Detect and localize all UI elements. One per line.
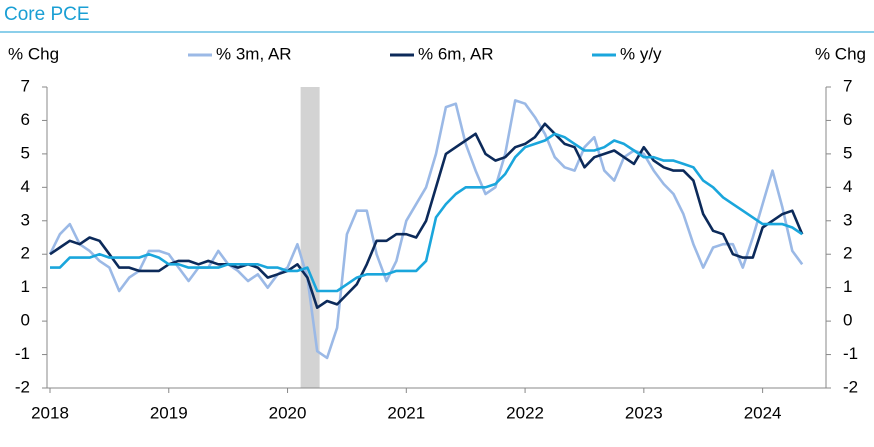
y-tick-label: 4	[21, 177, 30, 196]
chart-title: Core PCE	[4, 4, 90, 25]
series-line	[49, 122, 804, 309]
y2-tick-label: 2	[843, 244, 852, 263]
x-tick-label: 2018	[31, 403, 69, 422]
legend-label: % 3m, AR	[216, 44, 292, 63]
x-tick-label: 2019	[150, 403, 188, 422]
y2-tick-label: -1	[843, 344, 858, 363]
shaded-period	[300, 87, 320, 388]
y2-tick-label: 6	[843, 110, 852, 129]
y-tick-label: -1	[15, 344, 30, 363]
x-tick-label: 2021	[387, 403, 425, 422]
y-tick-label: 5	[21, 143, 30, 162]
y2-tick-label: 3	[843, 210, 852, 229]
y-tick-label: -2	[15, 377, 30, 396]
y-tick-label: 3	[21, 210, 30, 229]
y-axis-label: % Chg	[8, 44, 59, 63]
y-tick-label: 0	[21, 311, 30, 330]
y2-axis-label: % Chg	[815, 44, 866, 63]
x-tick-label: 2024	[744, 403, 782, 422]
y2-tick-label: -2	[843, 377, 858, 396]
legend-label: % y/y	[620, 44, 662, 63]
series-line	[50, 132, 803, 293]
y-tick-label: 7	[21, 76, 30, 95]
y2-tick-label: 5	[843, 143, 852, 162]
y-tick-label: 6	[21, 110, 30, 129]
series-line	[48, 99, 804, 360]
x-tick-label: 2020	[269, 403, 307, 422]
y2-tick-label: 7	[843, 76, 852, 95]
y-tick-label: 2	[21, 244, 30, 263]
legend-label: % 6m, AR	[418, 44, 494, 63]
y2-tick-label: 1	[843, 277, 852, 296]
x-tick-label: 2022	[506, 403, 544, 422]
x-tick-label: 2023	[625, 403, 663, 422]
y2-tick-label: 0	[843, 311, 852, 330]
y-tick-label: 1	[21, 277, 30, 296]
y2-tick-label: 4	[843, 177, 852, 196]
